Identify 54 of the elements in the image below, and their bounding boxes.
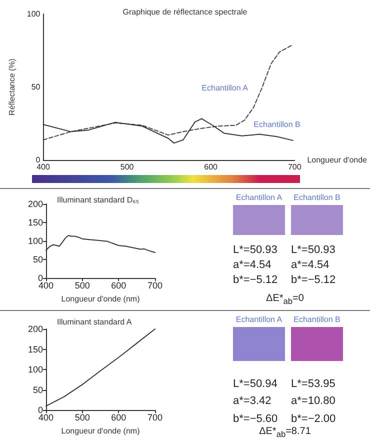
y-tick-label: 0 — [38, 405, 43, 416]
category-label: Echantillon A — [234, 193, 284, 202]
text: a*=10.80 — [291, 395, 336, 407]
x-axis-title: Longueur d'onde (nm) — [61, 426, 140, 436]
category-label: Echantillon B — [292, 193, 342, 202]
text: L*=53.95 — [291, 378, 336, 390]
x-tick-label: 500 — [74, 280, 90, 291]
x-tick-label: 500 — [74, 412, 90, 423]
x-tick-label: 500 — [120, 162, 134, 172]
y-tick-label: 0 — [38, 273, 43, 284]
line-series — [46, 328, 156, 407]
text: b*=−5.12 — [291, 274, 336, 286]
text: a*=3.42 — [233, 395, 272, 407]
x-tick-label: 600 — [111, 280, 126, 291]
y-axis-title: Réflectance (%) — [8, 58, 16, 116]
x-axis-title: Longueur d'onde — [307, 156, 368, 164]
text: L*=50.94 — [233, 378, 278, 390]
x-axis-title: Longueur d'onde (nm) — [61, 294, 140, 304]
text: L*=50.93 — [233, 244, 278, 256]
category-label: Echantillon B — [292, 315, 342, 324]
text: ΔE*$_{ab}$=8.71 — [258, 426, 312, 439]
x-tick-label: 400 — [36, 162, 50, 172]
x-tick-label: 700 — [147, 280, 163, 291]
y-tick-label: 0 — [36, 156, 41, 164]
x-tick-label: 400 — [38, 280, 54, 291]
text: b*=−2.00 — [291, 413, 336, 425]
y-tick-label: 100 — [26, 10, 41, 18]
text: ΔE*$_{ab}$=0 — [265, 293, 305, 306]
text: a*=4.54 — [233, 259, 272, 271]
text: a*=4.54 — [291, 259, 330, 271]
x-tick-label: 400 — [38, 412, 54, 423]
line-series — [42, 44, 294, 140]
x-tick-label: 600 — [204, 162, 218, 172]
x-tick-label: 600 — [111, 412, 126, 423]
y-tick-label: 100 — [28, 364, 43, 375]
y-tick-label: 150 — [28, 218, 43, 228]
chart-title: Illuminant standard D₆₅ — [57, 196, 140, 204]
y-tick-label: 200 — [28, 199, 43, 209]
text: b*=−5.12 — [233, 274, 278, 286]
series-label: Echantillon A — [202, 83, 249, 92]
chart-title: Graphique de réflectance spectrale — [122, 8, 248, 16]
y-tick-label: 150 — [28, 344, 43, 354]
y-tick-label: 100 — [28, 236, 43, 246]
x-tick-label: 700 — [288, 162, 302, 172]
y-tick-label: 50 — [32, 384, 43, 395]
category-label: Echantillon A — [234, 315, 284, 324]
y-tick-label: 50 — [31, 82, 41, 92]
text: b*=−5.60 — [233, 413, 278, 425]
y-tick-label: 50 — [32, 254, 43, 265]
chart-title: Illuminant standard A — [57, 318, 132, 326]
text: L*=50.93 — [291, 244, 336, 256]
series-label: Echantillon B — [254, 120, 300, 130]
x-tick-label: 700 — [147, 412, 163, 423]
y-tick-label: 200 — [28, 324, 43, 334]
